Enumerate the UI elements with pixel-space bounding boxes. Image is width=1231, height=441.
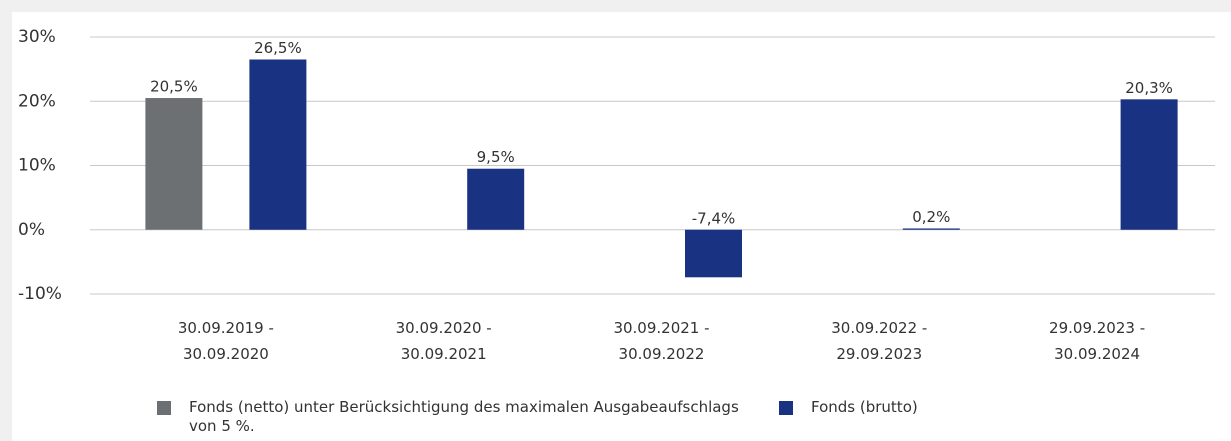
y-tick-label: 10%: [18, 156, 56, 176]
bar: [902, 228, 960, 230]
y-tick-label: -10%: [18, 284, 62, 304]
panel: [12, 12, 1231, 441]
value-label: 0,2%: [912, 208, 950, 226]
bar: [249, 59, 307, 230]
x-tick-label: 30.09.2019 - 30.09.2020: [177, 319, 274, 363]
y-tick-label: 30%: [18, 27, 56, 47]
x-tick-label: 30.09.2022 - 29.09.2023: [831, 319, 928, 363]
x-tick-label: 29.09.2023 - 30.09.2024: [1049, 319, 1146, 363]
y-tick-label: 0%: [18, 220, 45, 240]
bar: [145, 98, 203, 230]
value-label: -7,4%: [692, 209, 736, 227]
y-tick-label: 20%: [18, 91, 56, 111]
bar: [467, 168, 525, 230]
value-label: 20,5%: [150, 78, 198, 96]
x-tick-label: 30.09.2020 - 30.09.2021: [395, 319, 492, 363]
value-label: 20,3%: [1125, 79, 1173, 97]
value-label: 26,5%: [254, 39, 302, 57]
legend-label: Fonds (netto) unter Berücksichtigung des…: [189, 398, 739, 435]
bar: [685, 229, 742, 278]
legend-swatch: [779, 401, 793, 415]
x-tick-label: 30.09.2021 - 30.09.2022: [613, 319, 710, 363]
value-label: 9,5%: [477, 148, 515, 166]
legend-label: Fonds (brutto): [811, 398, 918, 416]
legend-swatch: [157, 401, 171, 415]
bar: [1120, 99, 1178, 230]
